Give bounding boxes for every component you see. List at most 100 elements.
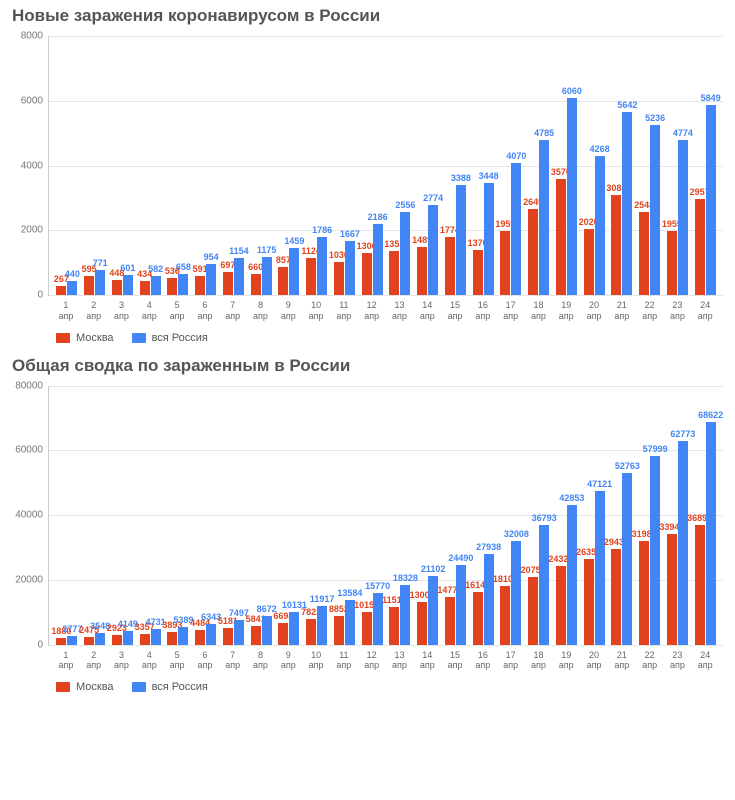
bar: 27938 <box>484 554 494 645</box>
bar-group: 536658 <box>164 274 192 295</box>
x-tick-label: 21апр <box>608 296 636 322</box>
bar-group: 595771 <box>81 270 109 295</box>
bar-group: 19594774 <box>664 140 692 295</box>
bar: 1667 <box>345 241 355 295</box>
bar-group: 2432442853 <box>553 505 581 644</box>
bar-value-label: 2556 <box>395 201 415 212</box>
bar: 68622 <box>706 422 716 645</box>
x-tick-label: 18апр <box>525 296 553 322</box>
x-tick-label: 6апр <box>191 646 219 672</box>
bar: 11917 <box>317 606 327 645</box>
x-tick-label: 3апр <box>108 646 136 672</box>
x-tick-label: 1апр <box>52 646 80 672</box>
bar: 32008 <box>511 541 521 645</box>
bar: 3893 <box>167 632 177 645</box>
bar-value-label: 4774 <box>673 129 693 140</box>
x-tick-label: 17апр <box>497 296 525 322</box>
x-tick-label: 13апр <box>386 646 414 672</box>
bar-group: 13062186 <box>358 224 386 295</box>
bar: 29433 <box>611 549 621 645</box>
bar: 3548 <box>95 633 105 645</box>
bar-value-label: 771 <box>93 259 108 270</box>
bar: 1786 <box>317 237 327 295</box>
bar: 26350 <box>584 559 594 645</box>
bar-group: 3689768622 <box>691 422 719 645</box>
bar: 3448 <box>484 183 494 295</box>
bar: 5849 <box>706 105 716 295</box>
x-tick-label: 3апр <box>108 296 136 322</box>
bar: 595 <box>84 276 94 295</box>
x-tick-label: 10апр <box>302 646 330 672</box>
x-tick-label: 5апр <box>163 646 191 672</box>
bar: 18105 <box>500 586 510 645</box>
bar-value-label: 1154 <box>229 247 249 258</box>
y-tick-label: 4000 <box>21 160 49 171</box>
bar-group: 51817497 <box>220 620 248 644</box>
bar-value-label: 1667 <box>340 230 360 241</box>
bar: 771 <box>95 270 105 295</box>
bar: 1030 <box>334 262 344 295</box>
legend-label: Москва <box>76 681 114 693</box>
bar-group: 2635047121 <box>580 491 608 644</box>
bar: 4484 <box>195 630 205 645</box>
bar: 2556 <box>400 212 410 295</box>
bar-value-label: 4268 <box>590 145 610 156</box>
legend-swatch <box>56 682 70 692</box>
bar-group: 448601 <box>109 275 137 295</box>
bar-group: 13703448 <box>469 183 497 295</box>
bar: 2774 <box>428 205 438 295</box>
y-tick-label: 2000 <box>21 225 49 236</box>
bar-group: 38935389 <box>164 627 192 645</box>
bar-value-label: 6060 <box>562 87 582 98</box>
bar: 5389 <box>178 627 188 645</box>
bar-value-label: 601 <box>120 264 135 275</box>
bar: 1370 <box>473 250 483 295</box>
new-cases-chart: Новые заражения коронавирусом в России 0… <box>0 0 735 350</box>
bar-group: 29234149 <box>109 631 137 644</box>
bar-group: 29575849 <box>691 105 719 295</box>
bar-value-label: 440 <box>65 270 80 281</box>
bar-group: 30835642 <box>608 112 636 295</box>
plot-area: 0200004000060000800001880277724753548292… <box>48 386 723 646</box>
bar-group: 3198157999 <box>636 456 664 644</box>
x-tick-label: 21апр <box>608 646 636 672</box>
bar: 10158 <box>362 612 372 645</box>
bar: 267 <box>56 286 66 295</box>
bar: 57999 <box>650 456 660 644</box>
bar: 62773 <box>678 441 688 645</box>
bar-group: 26494785 <box>525 140 553 296</box>
bar-value-label: 2186 <box>368 213 388 224</box>
bar: 8852 <box>334 616 344 645</box>
legend-item: Москва <box>56 681 114 693</box>
bar: 2923 <box>112 635 122 644</box>
bar-value-label: 582 <box>148 265 163 276</box>
bars-container: 2674405957714486014345825366585919546971… <box>49 36 723 295</box>
legend-swatch <box>132 333 146 343</box>
bar-group: 8571459 <box>275 248 303 295</box>
bar-value-label: 1786 <box>312 226 332 237</box>
bar-value-label: 4785 <box>534 129 554 140</box>
bar-value-label: 5642 <box>617 101 637 112</box>
gridline <box>49 295 723 296</box>
bar-value-label: 2774 <box>423 194 443 205</box>
x-tick-label: 4апр <box>135 296 163 322</box>
x-tick-label: 23апр <box>664 296 692 322</box>
x-tick-label: 7апр <box>219 646 247 672</box>
bar: 697 <box>223 272 233 295</box>
bar: 6060 <box>567 98 577 295</box>
bar: 1959 <box>500 231 510 295</box>
x-tick-label: 7апр <box>219 296 247 322</box>
bar-group: 35706060 <box>553 98 581 295</box>
bar: 3083 <box>611 195 621 295</box>
x-tick-label: 22апр <box>636 296 664 322</box>
bar-group: 591954 <box>192 264 220 295</box>
x-tick-label: 13апр <box>386 296 414 322</box>
bar: 1880 <box>56 638 66 644</box>
bar: 434 <box>140 281 150 295</box>
bar-value-label: 5849 <box>701 94 721 105</box>
bar-group: 13552556 <box>386 212 414 295</box>
y-tick-label: 60000 <box>15 445 49 456</box>
legend: Москвався Россия <box>48 332 723 344</box>
bar: 660 <box>251 274 261 295</box>
bar-group: 1614627938 <box>469 554 497 645</box>
